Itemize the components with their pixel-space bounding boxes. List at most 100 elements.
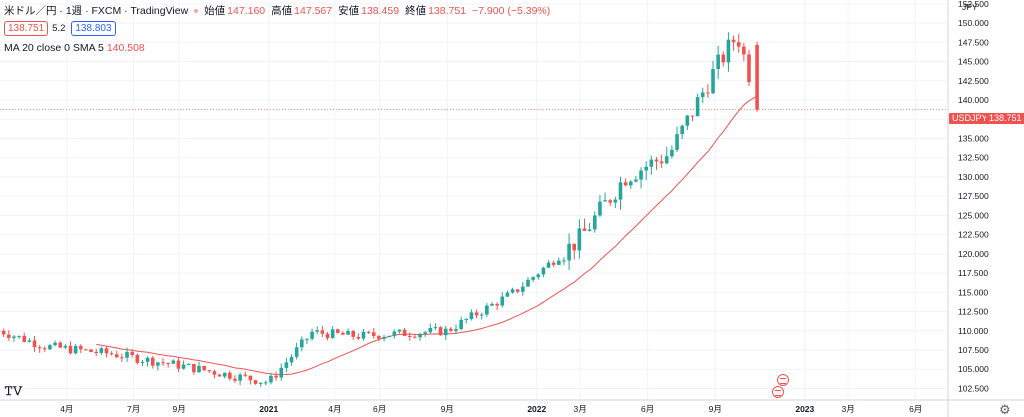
candle-body xyxy=(618,182,623,200)
candle-body xyxy=(562,260,566,262)
sell-price-button[interactable]: 138.751 xyxy=(4,21,49,36)
candle-body xyxy=(407,335,412,337)
candle-body xyxy=(89,349,93,352)
candle-body xyxy=(73,346,78,354)
open-value: 147.160 xyxy=(227,5,266,17)
candle-body xyxy=(1,330,6,335)
candle-body xyxy=(78,346,83,350)
candle-body xyxy=(443,328,448,336)
candle-body xyxy=(685,115,690,126)
last-price-tag: 138.751 xyxy=(986,113,1024,124)
candle-body xyxy=(243,374,248,376)
candle-body xyxy=(634,179,638,182)
candle-body xyxy=(145,357,150,362)
candle-body xyxy=(587,229,592,231)
candle-body xyxy=(315,330,320,332)
candle-body xyxy=(197,365,201,373)
candle-body xyxy=(17,335,21,337)
candle-body xyxy=(161,362,165,364)
candle-body xyxy=(464,318,469,320)
time-tick-label: 4月 xyxy=(60,404,73,414)
time-tick-label: 9月 xyxy=(173,404,186,414)
grid-lines xyxy=(0,0,948,400)
candle-body xyxy=(711,68,715,94)
price-tick-label: 142.500 xyxy=(958,76,989,86)
price-tick-label: 145.000 xyxy=(958,57,989,67)
candle-body xyxy=(186,363,191,365)
candle-body xyxy=(747,54,751,83)
candle-body xyxy=(613,199,618,203)
candle-body xyxy=(233,378,237,381)
candle-body xyxy=(742,46,746,55)
time-tick-label: 6月 xyxy=(373,404,386,414)
candle-body xyxy=(731,39,736,43)
candle-body xyxy=(48,345,52,350)
candle-body xyxy=(135,354,140,363)
candle-body xyxy=(27,340,32,342)
candle-body xyxy=(567,243,571,261)
candle-body xyxy=(639,170,643,180)
candle-body xyxy=(212,371,217,375)
candle-body xyxy=(248,375,253,381)
candle-body xyxy=(341,332,345,335)
candle-body xyxy=(94,351,98,353)
candle-body xyxy=(228,372,232,379)
candle-body xyxy=(505,292,510,297)
candle-body xyxy=(140,361,145,363)
candle-body xyxy=(192,363,196,373)
candle-body xyxy=(335,329,340,333)
time-tick-label: 3月 xyxy=(842,404,855,414)
time-tick-label: 3月 xyxy=(573,404,586,414)
candle-body xyxy=(22,335,27,342)
candle-body xyxy=(526,279,530,287)
tradingview-logo-icon[interactable]: 𝚃𝚅 xyxy=(4,383,23,398)
gear-icon[interactable]: ⚙ xyxy=(999,402,1011,417)
price-tick-label: 140.000 xyxy=(958,95,989,105)
price-tick-label: 152.500 xyxy=(958,0,989,9)
candle-body xyxy=(7,334,11,338)
indicator-row[interactable]: MA 20 close 0 SMA 5 140.508 xyxy=(4,41,556,55)
candle-body xyxy=(130,351,134,355)
spread-value: 5.2 xyxy=(52,22,66,34)
candle-body xyxy=(387,335,391,337)
symbol-price-tag: USDJPY xyxy=(949,113,991,124)
us-event-flag-icon[interactable] xyxy=(772,386,784,398)
candle-body xyxy=(500,296,505,306)
candle-body xyxy=(546,262,551,268)
candle-body xyxy=(125,351,129,358)
candle-body xyxy=(12,336,16,338)
symbol-title[interactable]: 米ドル／円 · 1週 · FXCM · TradingView xyxy=(4,5,189,17)
candle-body xyxy=(664,156,669,164)
candle-body xyxy=(675,134,679,150)
buy-price-button[interactable]: 138.803 xyxy=(71,21,116,36)
price-tick-label: 120.000 xyxy=(958,249,989,259)
candle-body xyxy=(104,348,109,354)
candle-body xyxy=(361,331,366,339)
candle-body xyxy=(222,372,227,377)
candle-body xyxy=(279,367,284,378)
indicator-value: 140.508 xyxy=(106,42,145,54)
candle-body xyxy=(608,200,613,203)
candle-body xyxy=(84,349,88,351)
us-event-flag-icon[interactable] xyxy=(777,374,789,386)
candle-body xyxy=(269,375,273,383)
candle-body xyxy=(32,340,37,348)
candle-body xyxy=(449,328,453,331)
price-tick-label: 132.500 xyxy=(958,153,989,163)
candle-body xyxy=(557,260,561,265)
price-tick-label: 150.000 xyxy=(958,18,989,28)
candle-body xyxy=(377,335,381,339)
price-tick-label: 112.500 xyxy=(958,307,988,317)
candle-body xyxy=(294,347,299,357)
price-tick-label: 135.000 xyxy=(958,133,989,143)
candle-body xyxy=(181,364,186,369)
candle-body xyxy=(310,331,314,339)
open-label: 始値 xyxy=(204,5,226,17)
candle-body xyxy=(53,342,57,346)
candle-body xyxy=(351,330,356,337)
candle-body xyxy=(397,329,402,332)
candle-body xyxy=(166,363,170,365)
change-value: −7.900 (−5.39%) xyxy=(472,5,551,17)
